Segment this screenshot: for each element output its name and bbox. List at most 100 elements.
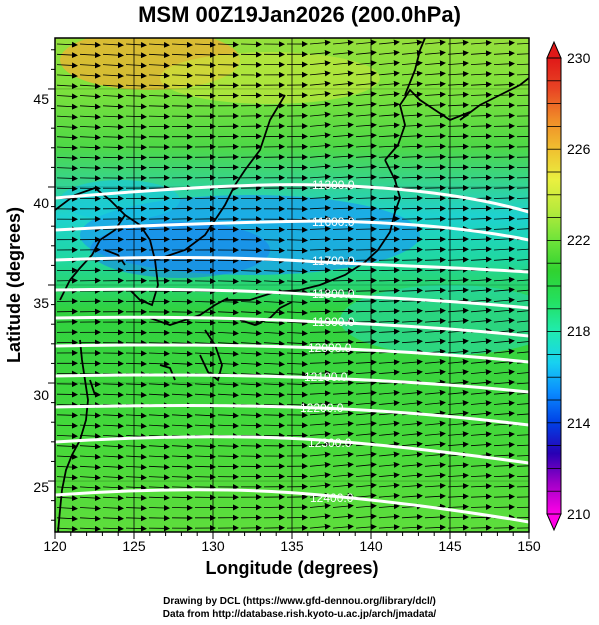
wind-arrow xyxy=(102,525,124,532)
wind-arrow xyxy=(217,340,239,347)
wind-arrow xyxy=(355,503,377,510)
wind-arrow xyxy=(125,52,147,59)
wind-arrow xyxy=(355,101,377,108)
wind-arrow xyxy=(332,461,354,468)
wind-arrow xyxy=(171,453,193,460)
wind-arrow xyxy=(470,39,492,46)
wind-arrow xyxy=(148,423,170,429)
wind-arrow xyxy=(378,49,400,56)
contour-line-12400 xyxy=(55,488,529,524)
wind-arrow xyxy=(493,307,515,314)
wind-arrow xyxy=(424,493,446,500)
wind-arrow xyxy=(401,524,423,531)
wind-arrow xyxy=(447,39,469,46)
wind-arrow xyxy=(194,62,216,69)
wind-arrow xyxy=(401,328,423,335)
wind-arrow xyxy=(194,319,216,326)
wind-arrow xyxy=(332,410,354,417)
wind-arrow xyxy=(240,361,262,368)
wind-arrow xyxy=(493,50,515,57)
wind-arrow xyxy=(401,39,423,46)
wind-arrow xyxy=(309,390,331,397)
wind-arrow xyxy=(470,379,492,386)
wind-arrow xyxy=(447,410,469,417)
wind-arrow xyxy=(263,319,285,326)
wind-arrow xyxy=(401,318,423,325)
wind-arrow xyxy=(516,486,529,488)
wind-arrow xyxy=(79,83,101,90)
wind-arrow xyxy=(401,400,423,407)
wind-arrow xyxy=(424,81,446,88)
wind-arrow xyxy=(493,286,515,293)
wind-arrow xyxy=(217,443,239,450)
wind-arrow xyxy=(263,278,285,285)
wind-arrow xyxy=(148,474,170,481)
wind-arrow xyxy=(493,81,515,88)
wind-arrow xyxy=(470,483,492,490)
colorbar xyxy=(546,40,562,532)
wind-arrow xyxy=(332,379,354,386)
colorbar-tick-label: 226 xyxy=(567,141,591,157)
wind-arrow xyxy=(470,246,492,253)
wind-arrow xyxy=(125,350,147,357)
wind-arrow xyxy=(194,41,216,48)
wind-arrow xyxy=(424,246,446,253)
wind-arrow xyxy=(309,359,331,366)
wind-arrow xyxy=(378,482,400,489)
wind-arrow xyxy=(79,391,101,398)
wind-arrow xyxy=(378,420,400,427)
wind-arrow xyxy=(171,329,193,336)
wind-arrow xyxy=(263,350,285,357)
wind-arrow xyxy=(309,132,331,139)
wind-arrow xyxy=(401,143,423,150)
wind-arrow xyxy=(309,215,331,222)
wind-arrow xyxy=(470,215,492,222)
contour-line-11300 xyxy=(55,183,529,214)
wind-arrow xyxy=(447,389,469,396)
wind-arrow xyxy=(516,372,529,374)
wind-arrow xyxy=(424,143,446,150)
wind-arrow xyxy=(171,443,193,450)
colorbar-ticks xyxy=(547,57,561,515)
wind-arrow xyxy=(470,307,492,314)
wind-arrow xyxy=(240,257,262,264)
wind-arrow xyxy=(401,49,423,56)
wind-arrow xyxy=(56,113,78,120)
wind-arrow xyxy=(516,84,529,86)
wind-arrow xyxy=(493,246,515,253)
wind-arrow xyxy=(516,455,529,457)
wind-arrow xyxy=(401,267,423,274)
x-tick-label: 120 xyxy=(43,538,67,554)
wind-arrow xyxy=(171,350,193,357)
wind-arrow xyxy=(401,277,423,284)
wind-arrow xyxy=(470,410,492,417)
wind-arrow xyxy=(493,195,515,202)
wind-arrow xyxy=(125,515,147,522)
wind-arrow xyxy=(424,441,446,448)
wind-arrow xyxy=(378,338,400,345)
wind-arrow xyxy=(516,94,529,96)
wind-arrow xyxy=(309,153,331,160)
wind-arrow xyxy=(102,124,124,131)
contour-label: 11600.0 xyxy=(312,215,355,229)
wind-arrow xyxy=(493,504,515,511)
wind-arrow xyxy=(309,163,331,170)
wind-arrow xyxy=(516,228,529,230)
wind-arrow xyxy=(332,215,354,222)
wind-arrow xyxy=(355,513,377,520)
wind-arrow xyxy=(148,443,170,450)
wind-arrow xyxy=(447,122,469,129)
wind-arrow xyxy=(125,72,147,79)
wind-arrow xyxy=(470,431,492,438)
colorbar-min-triangle xyxy=(546,513,562,532)
wind-arrow xyxy=(493,215,515,222)
wind-arrow xyxy=(447,81,469,88)
wind-arrow xyxy=(56,464,78,471)
wind-arrow xyxy=(332,91,354,98)
wind-arrow xyxy=(424,307,446,314)
wind-arrow xyxy=(401,308,423,315)
wind-arrow xyxy=(102,443,124,450)
wind-arrow xyxy=(171,62,193,69)
wind-arrow xyxy=(286,299,308,306)
wind-arrow xyxy=(378,80,400,87)
